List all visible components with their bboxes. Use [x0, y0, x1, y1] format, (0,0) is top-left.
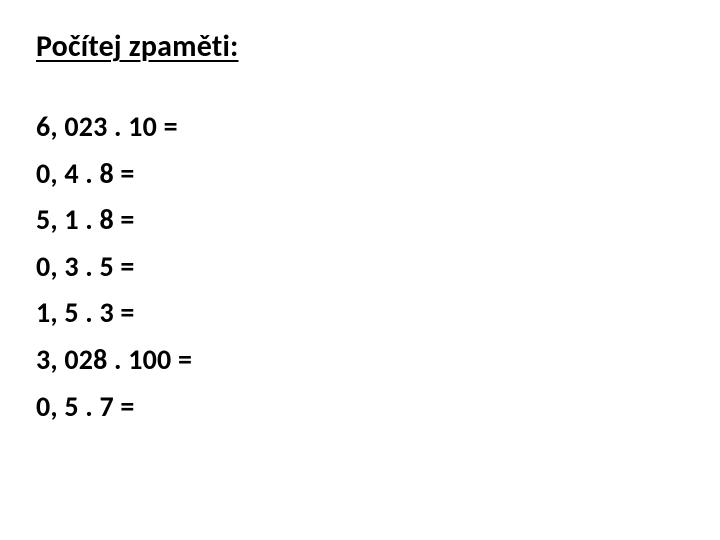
page-title: Počítej zpaměti: — [36, 28, 684, 65]
problem-item: 1, 5 . 3 = — [36, 293, 684, 334]
problem-item: 0, 4 . 8 = — [36, 154, 684, 195]
problem-item: 0, 3 . 5 = — [36, 247, 684, 288]
problem-item: 3, 028 . 100 = — [36, 340, 684, 381]
problem-item: 5, 1 . 8 = — [36, 200, 684, 241]
worksheet-page: Počítej zpaměti: 6, 023 . 10 = 0, 4 . 8 … — [0, 0, 720, 455]
problem-item: 0, 5 . 7 = — [36, 387, 684, 428]
problem-item: 6, 023 . 10 = — [36, 107, 684, 148]
problem-list: 6, 023 . 10 = 0, 4 . 8 = 5, 1 . 8 = 0, 3… — [36, 107, 684, 427]
